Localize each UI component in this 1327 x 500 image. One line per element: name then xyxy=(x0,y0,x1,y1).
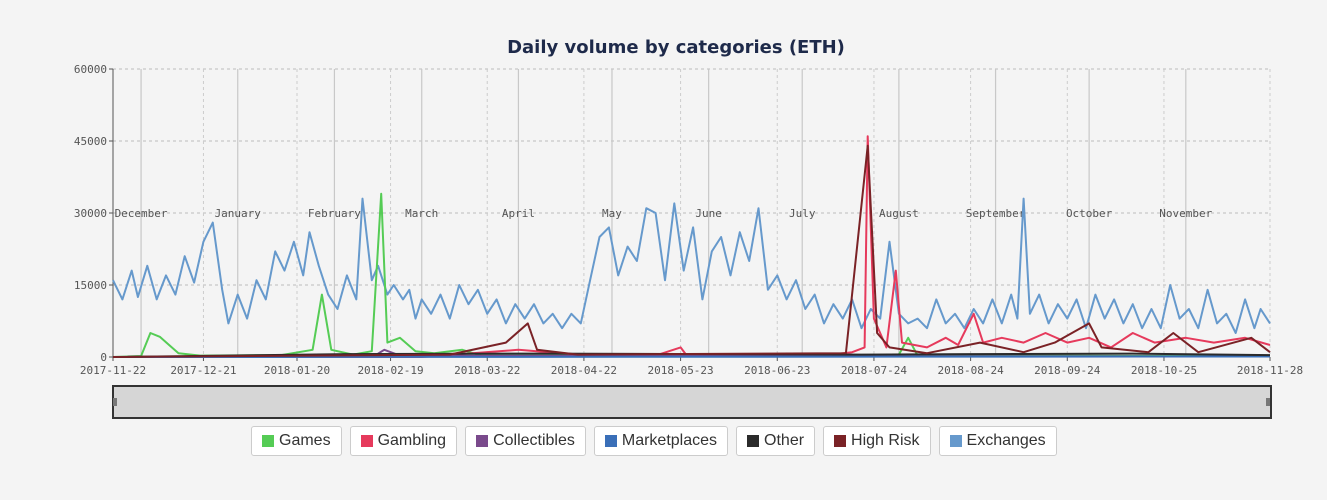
legend-item-games[interactable]: Games xyxy=(251,426,342,456)
x-tick-label: 2018-10-25 xyxy=(1131,364,1197,377)
y-tick-label: 30000 xyxy=(74,207,107,220)
month-lines: December January February March April May June… xyxy=(115,69,1213,357)
legend: Games Gambling Collectibles Marketplaces… xyxy=(251,426,1057,456)
legend-label: High Risk xyxy=(851,432,920,449)
legend-swatch-high-risk xyxy=(834,435,847,447)
chart-area: Daily volume by categories (ETH) Decembe… xyxy=(74,37,1303,419)
legend-label: Exchanges xyxy=(966,432,1046,449)
x-tick-label: 2018-04-22 xyxy=(551,364,617,377)
series-line-other xyxy=(112,352,1271,358)
range-handle-left[interactable] xyxy=(113,398,117,406)
series-group xyxy=(112,135,1271,358)
x-tick-label: 2018-07-24 xyxy=(841,364,908,377)
legend-swatch-gambling xyxy=(360,435,373,447)
range-selector[interactable] xyxy=(112,385,1272,419)
x-axis: 2017-11-22 2017-12-21 2018-01-20 2018-02-19… xyxy=(80,356,1303,377)
legend-swatch-other xyxy=(747,435,760,447)
x-tick-label: 2018-02-19 xyxy=(357,364,423,377)
legend-item-marketplaces[interactable]: Marketplaces xyxy=(593,426,729,456)
month-label: November xyxy=(1159,207,1212,220)
x-tick-label: 2018-08-24 xyxy=(937,364,1004,377)
x-tick-label: 2018-11-28 xyxy=(1237,364,1303,377)
month-label: September xyxy=(966,207,1026,220)
x-tick-label: 2018-09-24 xyxy=(1034,364,1101,377)
x-tick-label: 2018-03-22 xyxy=(454,364,520,377)
chart-title: Daily volume by categories (ETH) xyxy=(507,37,845,58)
legend-label: Games xyxy=(279,432,331,449)
series-line-marketplaces xyxy=(112,355,1271,358)
legend-item-high-risk[interactable]: High Risk xyxy=(823,426,931,456)
month-label: February xyxy=(308,207,361,220)
month-label: March xyxy=(405,207,438,220)
month-label: June xyxy=(695,207,722,220)
legend-swatch-collectibles xyxy=(476,435,489,447)
legend-swatch-exchanges xyxy=(949,435,962,447)
y-tick-label: 45000 xyxy=(74,135,107,148)
month-label: April xyxy=(502,207,535,220)
month-label: December xyxy=(115,207,168,220)
x-tick-label: 2018-01-20 xyxy=(264,364,330,377)
series-line-high-risk xyxy=(112,144,1271,358)
legend-label: Other xyxy=(764,432,805,449)
month-label: July xyxy=(789,207,816,220)
month-label: January xyxy=(215,207,262,220)
legend-label: Gambling xyxy=(377,432,447,449)
legend-item-exchanges[interactable]: Exchanges xyxy=(938,426,1057,456)
legend-item-collectibles[interactable]: Collectibles xyxy=(465,426,586,456)
y-axis: 0 15000 30000 45000 60000 xyxy=(74,63,114,364)
x-tick-label: 2018-05-23 xyxy=(647,364,713,377)
legend-item-other[interactable]: Other xyxy=(736,426,816,456)
y-tick-label: 15000 xyxy=(74,279,107,292)
series-line-games xyxy=(112,192,1270,358)
legend-label: Marketplaces xyxy=(621,432,718,449)
x-tick-label: 2017-12-21 xyxy=(170,364,236,377)
range-handle-right[interactable] xyxy=(1266,398,1270,406)
legend-swatch-marketplaces xyxy=(604,435,617,447)
y-tick-label: 60000 xyxy=(74,63,107,76)
x-tick-label: 2018-06-23 xyxy=(744,364,810,377)
month-label: May xyxy=(602,207,622,220)
grid xyxy=(112,68,1271,358)
legend-item-gambling[interactable]: Gambling xyxy=(349,426,458,456)
series-line-gambling xyxy=(113,135,1271,358)
legend-swatch-games xyxy=(262,435,274,447)
y-tick-label: 0 xyxy=(100,351,107,364)
series-line-exchanges xyxy=(112,197,1271,334)
x-tick-label: 2017-11-22 xyxy=(80,364,146,377)
legend-label: Collectibles xyxy=(493,432,575,449)
month-label: August xyxy=(879,207,919,220)
month-label: October xyxy=(1066,207,1113,220)
range-selector-track[interactable] xyxy=(112,385,1272,419)
